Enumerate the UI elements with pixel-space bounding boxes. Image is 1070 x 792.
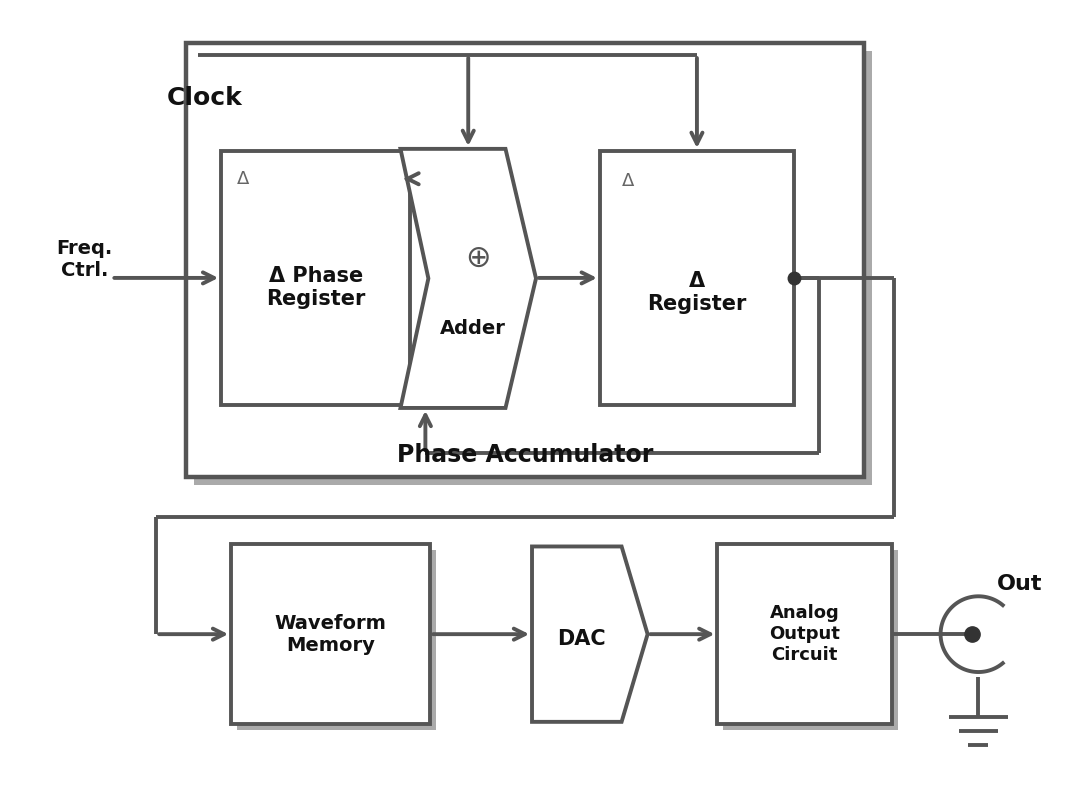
Bar [238,550,437,729]
Polygon shape [400,149,536,408]
Polygon shape [532,546,647,722]
Bar [600,150,794,405]
Text: Adder: Adder [440,318,506,337]
Text: Freq.
Ctrl.: Freq. Ctrl. [57,239,113,280]
Bar [186,44,863,477]
Bar [221,150,411,405]
Bar [717,544,891,724]
Text: DAC: DAC [557,629,606,649]
Text: Δ: Δ [622,172,633,190]
Text: Phase Accumulator: Phase Accumulator [397,443,653,466]
Text: Waveform
Memory: Waveform Memory [275,614,386,655]
Bar [231,544,430,724]
Text: Δ
Register: Δ Register [647,272,747,314]
Text: Out: Out [996,574,1042,594]
Text: Δ Phase
Register: Δ Phase Register [266,266,366,310]
Text: Δ: Δ [236,169,249,188]
Text: ⊕: ⊕ [465,244,491,273]
Bar [194,51,872,485]
Text: Analog
Output
Circuit: Analog Output Circuit [769,604,840,664]
Text: Clock: Clock [166,86,242,110]
Bar [723,550,898,729]
